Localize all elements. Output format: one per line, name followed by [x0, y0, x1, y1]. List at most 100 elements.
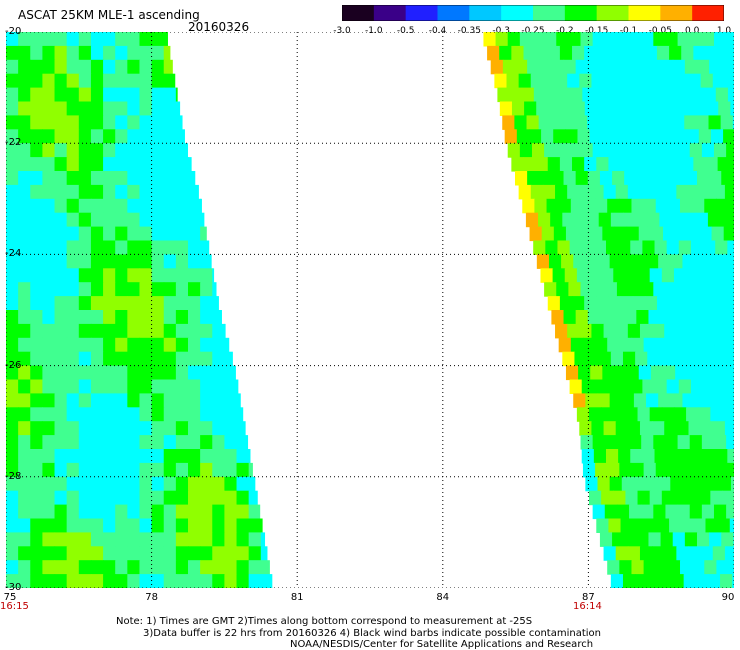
wind-cell: [490, 59, 504, 75]
wind-cell: [78, 351, 92, 367]
wind-cell: [78, 462, 92, 478]
wind-cell: [574, 351, 588, 367]
wind-cell: [646, 254, 659, 269]
wind-cell: [90, 337, 104, 353]
wind-cell: [631, 560, 645, 575]
wind-cell: [66, 449, 80, 464]
wind-cell: [711, 226, 725, 242]
wind-cell: [649, 490, 663, 506]
color-scale-segment: [692, 5, 724, 21]
wind-cell: [224, 421, 238, 436]
wind-cell: [660, 532, 674, 547]
wind-cell: [115, 157, 128, 172]
wind-cell: [115, 449, 128, 464]
wind-cell: [78, 115, 92, 130]
wind-cell: [151, 282, 165, 297]
wind-cell: [649, 407, 663, 422]
wind-cell: [621, 254, 635, 269]
wind-cell: [260, 574, 273, 588]
color-scale-label: -0.2: [556, 26, 574, 36]
wind-cell: [42, 518, 56, 533]
wind-cell: [715, 87, 729, 103]
wind-cell: [643, 87, 656, 103]
wind-cell: [127, 323, 141, 339]
wind-cell: [66, 323, 80, 339]
wind-cell: [6, 240, 19, 255]
wind-cell: [90, 129, 104, 144]
wind-cell: [30, 282, 43, 297]
wind-cell: [42, 184, 56, 200]
wind-cell: [695, 212, 709, 228]
wind-cell: [695, 574, 709, 588]
wind-cell: [115, 323, 128, 339]
wind-cell: [175, 407, 189, 422]
wind-cell: [78, 421, 92, 436]
wind-cell: [6, 546, 19, 561]
wind-cell: [30, 32, 43, 47]
wind-cell: [42, 365, 56, 381]
wind-cell: [139, 212, 153, 228]
note-line-1: Note: 1) Times are GMT 2)Times along bot…: [116, 616, 533, 627]
wind-cell: [18, 240, 31, 255]
wind-cell: [127, 101, 141, 116]
wind-cell: [54, 393, 68, 408]
wind-cell: [637, 490, 651, 506]
wind-cell: [6, 323, 19, 339]
wind-cell: [677, 143, 691, 158]
wind-cell: [597, 254, 611, 269]
wind-cell: [103, 435, 116, 450]
wind-cell: [680, 560, 693, 575]
wind-cell: [518, 73, 532, 89]
wind-cell: [103, 184, 116, 200]
wind-cell: [30, 518, 43, 533]
wind-cell: [729, 45, 734, 61]
wind-cell: [78, 518, 92, 533]
latitude-tick-label: -26: [5, 359, 22, 371]
wind-cell: [700, 73, 714, 89]
wind-cell: [613, 490, 627, 506]
wind-cell: [659, 351, 673, 367]
wind-cell: [553, 129, 566, 144]
wind-cell: [603, 323, 617, 339]
wind-cell: [544, 282, 557, 297]
wind-cell: [30, 59, 43, 75]
wind-cell: [692, 198, 705, 214]
wind-cell: [212, 504, 225, 520]
wind-cell: [527, 59, 540, 75]
wind-cell: [236, 504, 250, 520]
wind-cell: [139, 87, 153, 103]
wind-cell: [66, 171, 80, 186]
wind-cell: [139, 45, 153, 61]
wind-cell: [236, 449, 250, 464]
wind-cell: [66, 379, 80, 394]
wind-cell: [127, 296, 141, 311]
wind-cell: [30, 393, 43, 408]
wind-cell: [78, 254, 92, 269]
wind-cell: [6, 407, 19, 422]
wind-cell: [151, 449, 165, 464]
wind-cell: [654, 449, 668, 464]
wind-cell: [66, 393, 80, 408]
wind-cell: [200, 518, 213, 533]
wind-cell: [613, 268, 627, 283]
wind-cell: [18, 337, 31, 353]
wind-cell: [677, 32, 691, 47]
wind-cell: [525, 212, 539, 228]
wind-cell: [224, 379, 238, 394]
wind-cell: [54, 226, 68, 242]
wind-cell: [236, 393, 241, 408]
wind-cell: [633, 476, 647, 492]
wind-cell: [6, 59, 19, 75]
wind-cell: [54, 254, 68, 269]
wind-cell: [18, 212, 31, 228]
wind-cell: [593, 240, 607, 255]
wind-cell: [212, 296, 219, 311]
wind-cell: [54, 532, 68, 547]
wind-cell: [567, 73, 580, 89]
wind-cell: [599, 532, 613, 547]
wind-cell: [103, 296, 116, 311]
wind-cell: [200, 337, 213, 353]
wind-cell: [636, 59, 650, 75]
wind-cell: [103, 518, 116, 533]
wind-cell: [188, 323, 201, 339]
